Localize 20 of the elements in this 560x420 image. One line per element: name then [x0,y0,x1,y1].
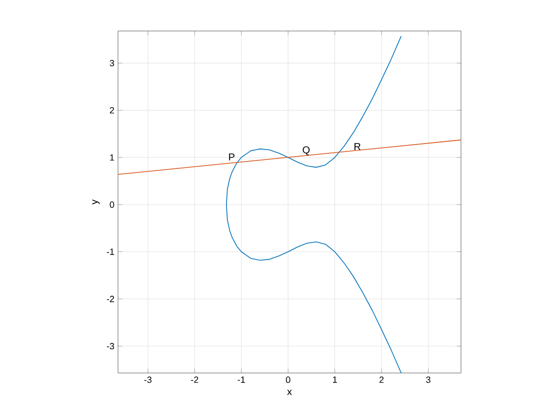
x-tick-label: 1 [333,376,337,383]
y-tick-label: -1 [106,248,114,255]
y-tick-label: -2 [106,296,114,302]
y-tick-label: 0 [110,201,114,208]
annotation: Q [302,146,310,156]
x-tick-label: -1 [238,376,245,383]
x-tick-label: -2 [191,376,198,383]
x-tick-label: -3 [144,376,152,383]
line-series [226,36,402,373]
y-axis-title: y [92,200,100,204]
annotation: P [229,154,234,160]
y-tick-label: -3 [106,342,114,350]
x-tick-label: 2 [380,376,384,383]
y-tick-label: 1 [110,154,114,161]
y-tick-label: 3 [110,60,114,66]
x-axis-title: x [287,390,292,396]
annotation: R [354,143,360,150]
x-tick-label: 3 [426,376,430,383]
y-tick-label: 2 [110,107,114,114]
x-tick-label: 0 [286,376,290,383]
